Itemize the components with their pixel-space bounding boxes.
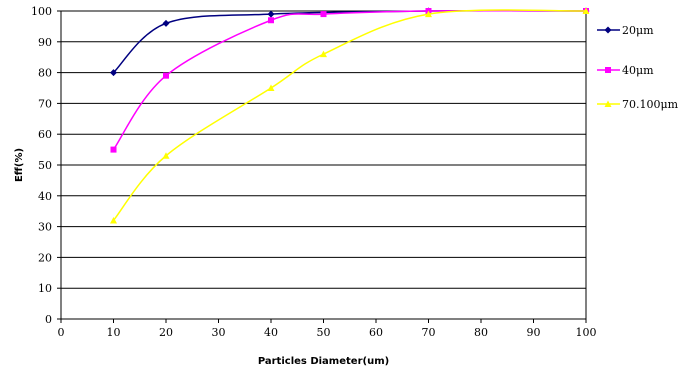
data-point-2-10: [110, 146, 117, 153]
legend-marker-3: [604, 100, 612, 107]
y-tick-label-70: 70: [38, 97, 52, 110]
y-tick-label-20: 20: [38, 251, 52, 264]
y-tick-label-50: 50: [38, 159, 52, 172]
y-tick-label-60: 60: [38, 128, 52, 141]
y-tick-label-10: 10: [38, 282, 52, 295]
legend-item-1: 20μm: [597, 24, 654, 37]
data-point-3-70: [425, 10, 432, 18]
legend-label-3: 70.100μm: [622, 98, 679, 111]
data-point-2-40: [268, 17, 274, 24]
y-tick-label-100: 100: [31, 5, 52, 18]
legend-label-1: 20μm: [622, 24, 654, 37]
x-tick-label-100: 100: [576, 326, 597, 339]
data-point-3-100: [582, 7, 590, 14]
legend-marker-1: [604, 26, 612, 34]
y-tick-label-0: 0: [45, 313, 52, 326]
y-tick-label-40: 40: [38, 190, 52, 203]
series-2: [110, 8, 589, 153]
x-tick-label-40: 40: [264, 326, 278, 339]
data-point-1-40: [267, 10, 275, 18]
data-point-1-20: [162, 19, 170, 27]
data-series: [110, 7, 590, 224]
y-tick-labels: 0 10 20 30 40 50 60 70 80 90 100: [31, 5, 52, 326]
y-axis-title: Eff(%): [14, 148, 25, 182]
series-3: [110, 7, 590, 224]
x-axis-title: Particles Diameter(um): [258, 356, 389, 367]
x-tick-label-90: 90: [527, 326, 541, 339]
series-line-2: [112, 10, 587, 151]
y-tick-label-80: 80: [38, 67, 52, 80]
data-point-3-20: [162, 152, 170, 159]
x-tick-labels: 0 10 20 30 40 50 60 70 80 90 100: [58, 326, 597, 339]
x-tick-label-60: 60: [369, 326, 383, 339]
y-tick-label-30: 30: [38, 221, 52, 234]
x-tick-label-0: 0: [58, 326, 65, 339]
legend: 20μm 40μm 70.100μm: [597, 24, 679, 111]
legend-marker-2: [605, 67, 611, 73]
data-point-3-50: [320, 50, 327, 58]
axes: [57, 10, 587, 323]
data-point-3-40: [267, 84, 275, 91]
y-tick-label-90: 90: [38, 36, 52, 49]
x-tick-label-30: 30: [212, 326, 226, 339]
x-tick-label-50: 50: [317, 326, 331, 339]
data-point-2-20: [163, 72, 169, 79]
data-point-3-10: [110, 216, 117, 224]
legend-item-2: 40μm: [597, 64, 654, 77]
legend-item-3: 70.100μm: [597, 98, 679, 111]
x-tick-label-70: 70: [422, 326, 436, 339]
data-point-1-10: [110, 69, 117, 77]
x-tick-label-20: 20: [159, 326, 173, 339]
x-tick-label-80: 80: [474, 326, 488, 339]
x-tick-label-10: 10: [107, 326, 121, 339]
data-point-2-50: [320, 11, 327, 18]
legend-label-2: 40μm: [622, 64, 654, 77]
